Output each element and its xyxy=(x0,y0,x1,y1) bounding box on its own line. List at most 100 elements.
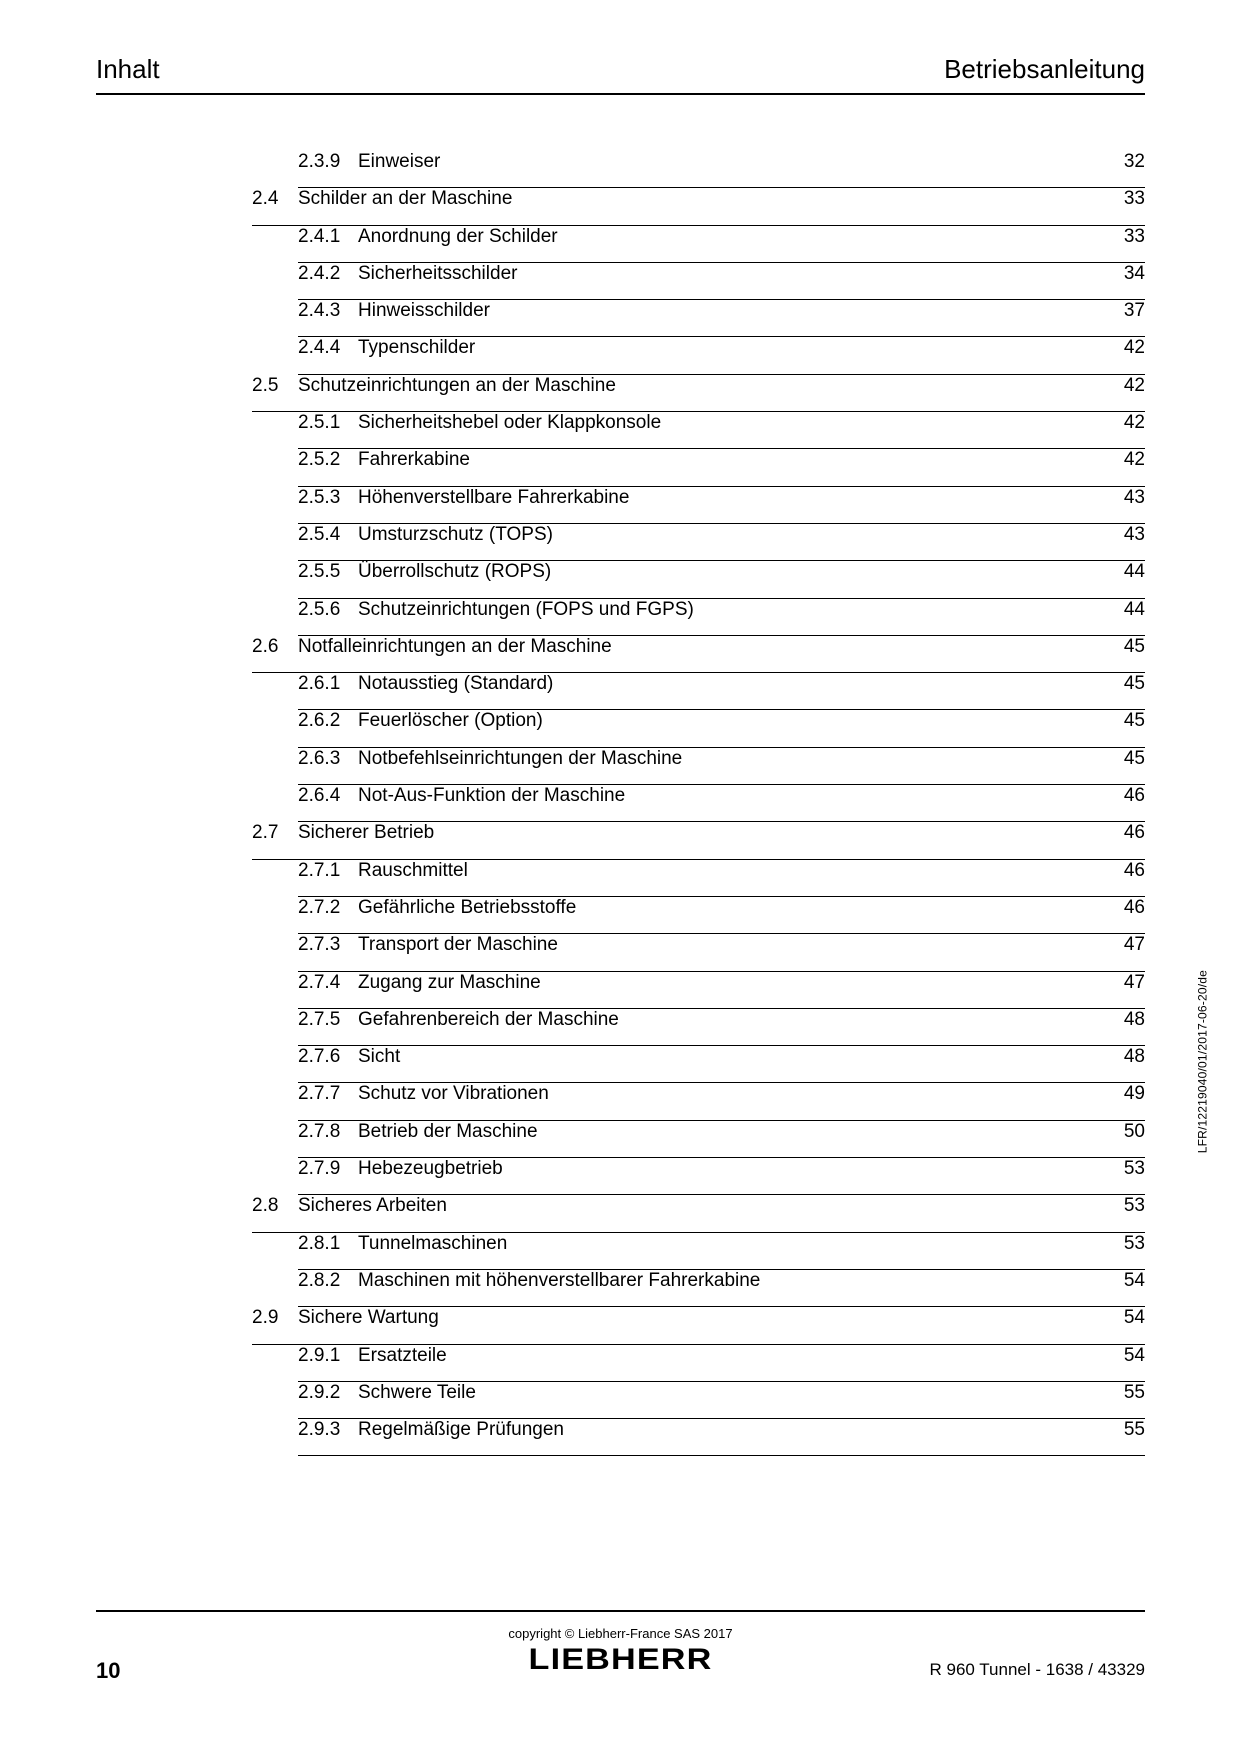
toc-page: 42 xyxy=(1105,337,1145,359)
toc-page: 37 xyxy=(1105,300,1145,322)
toc-row: 2.4.1Anordnung der Schilder33 xyxy=(252,226,1145,263)
toc-title: Ersatzteile xyxy=(358,1345,1105,1367)
toc-row: 2.4.3Hinweisschilder37 xyxy=(252,300,1145,337)
toc-subsection-number: 2.5.1 xyxy=(298,412,358,434)
toc-page: 47 xyxy=(1105,972,1145,994)
toc-section-number: 2.7 xyxy=(252,822,298,844)
toc-row: 2.6.2Feuerlöscher (Option)45 xyxy=(252,710,1145,747)
toc-row: 2.7.3Transport der Maschine47 xyxy=(252,934,1145,971)
toc-title: Gefahrenbereich der Maschine xyxy=(358,1009,1105,1031)
toc-title: Rauschmittel xyxy=(358,860,1105,882)
toc-page: 55 xyxy=(1105,1382,1145,1404)
toc-title: Feuerlöscher (Option) xyxy=(358,710,1105,732)
toc-page: 48 xyxy=(1105,1009,1145,1031)
toc-row: 2.5.5Überrollschutz (ROPS)44 xyxy=(252,561,1145,598)
toc-title: Sicherheitshebel oder Klappkonsole xyxy=(358,412,1105,434)
toc-section-number: 2.5 xyxy=(252,375,298,397)
toc-page: 42 xyxy=(1105,412,1145,434)
toc-title: Sichere Wartung xyxy=(298,1307,1105,1329)
toc-subsection-number: 2.7.6 xyxy=(298,1046,358,1068)
toc-page: 45 xyxy=(1105,636,1145,658)
toc-row: 2.4.2Sicherheitsschilder34 xyxy=(252,263,1145,300)
toc-subsection-number: 2.6.2 xyxy=(298,710,358,732)
toc-subsection-number: 2.7.9 xyxy=(298,1158,358,1180)
toc-page: 46 xyxy=(1105,897,1145,919)
toc-row: 2.5.6Schutzeinrichtungen (FOPS und FGPS)… xyxy=(252,599,1145,636)
toc-page: 54 xyxy=(1105,1345,1145,1367)
toc-row: 2.6.3Notbefehlseinrichtungen der Maschin… xyxy=(252,748,1145,785)
toc-row: 2.6Notfalleinrichtungen an der Maschine4… xyxy=(252,636,1145,673)
toc-subsection-number: 2.6.3 xyxy=(298,748,358,770)
toc-title: Schutzeinrichtungen (FOPS und FGPS) xyxy=(358,599,1105,621)
toc-title: Notbefehlseinrichtungen der Maschine xyxy=(358,748,1105,770)
toc-subsection-number: 2.4.1 xyxy=(298,226,358,248)
footer-rule xyxy=(96,1610,1145,1612)
toc-section-number: 2.9 xyxy=(252,1307,298,1329)
toc-title: Notfalleinrichtungen an der Maschine xyxy=(298,636,1105,658)
toc-row: 2.7.5Gefahrenbereich der Maschine48 xyxy=(252,1009,1145,1046)
toc-page: 49 xyxy=(1105,1083,1145,1105)
toc-page: 33 xyxy=(1105,226,1145,248)
toc-title: Sicherheitsschilder xyxy=(358,263,1105,285)
toc-subsection-number: 2.7.5 xyxy=(298,1009,358,1031)
toc-page: 53 xyxy=(1105,1233,1145,1255)
toc-page: 43 xyxy=(1105,524,1145,546)
toc-title: Maschinen mit höhenverstellbarer Fahrerk… xyxy=(358,1270,1105,1292)
toc-subsection-number: 2.7.8 xyxy=(298,1121,358,1143)
toc-page: 32 xyxy=(1105,151,1145,173)
toc-title: Schwere Teile xyxy=(358,1382,1105,1404)
toc-row: 2.8Sicheres Arbeiten53 xyxy=(252,1195,1145,1232)
toc-title: Einweiser xyxy=(358,151,1105,173)
toc-title: Schutzeinrichtungen an der Maschine xyxy=(298,375,1105,397)
toc-page: 42 xyxy=(1105,375,1145,397)
toc-subsection-number: 2.5.2 xyxy=(298,449,358,471)
toc-title: Transport der Maschine xyxy=(358,934,1105,956)
toc-title: Sicheres Arbeiten xyxy=(298,1195,1105,1217)
toc-row: 2.7.2Gefährliche Betriebsstoffe46 xyxy=(252,897,1145,934)
toc-subsection-number: 2.8.2 xyxy=(298,1270,358,1292)
toc-page: 53 xyxy=(1105,1158,1145,1180)
toc-title: Not-Aus-Funktion der Maschine xyxy=(358,785,1105,807)
footer-page-number: 10 xyxy=(96,1658,120,1684)
toc-page: 46 xyxy=(1105,785,1145,807)
toc-page: 47 xyxy=(1105,934,1145,956)
toc-row: 2.9Sichere Wartung54 xyxy=(252,1307,1145,1344)
toc-title: Anordnung der Schilder xyxy=(358,226,1105,248)
toc-page: 42 xyxy=(1105,449,1145,471)
toc-subsection-number: 2.8.1 xyxy=(298,1233,358,1255)
toc-subsection-number: 2.5.5 xyxy=(298,561,358,583)
toc-row: 2.7.1Rauschmittel46 xyxy=(252,860,1145,897)
toc-section-number: 2.6 xyxy=(252,636,298,658)
toc-title: Zugang zur Maschine xyxy=(358,972,1105,994)
toc-row: 2.7.9Hebezeugbetrieb53 xyxy=(252,1158,1145,1195)
page-header: Inhalt Betriebsanleitung xyxy=(96,54,1145,95)
toc-page: 44 xyxy=(1105,599,1145,621)
toc-subsection-number: 2.9.3 xyxy=(298,1419,358,1441)
toc-row: 2.8.2Maschinen mit höhenverstellbarer Fa… xyxy=(252,1270,1145,1307)
toc-row: 2.7.6Sicht48 xyxy=(252,1046,1145,1083)
toc-page: 53 xyxy=(1105,1195,1145,1217)
toc-page: 43 xyxy=(1105,487,1145,509)
toc-page: 46 xyxy=(1105,860,1145,882)
toc-subsection-number: 2.7.2 xyxy=(298,897,358,919)
toc-title: Hinweisschilder xyxy=(358,300,1105,322)
toc-subsection-number: 2.4.2 xyxy=(298,263,358,285)
header-right: Betriebsanleitung xyxy=(944,54,1145,85)
header-left: Inhalt xyxy=(96,54,160,85)
toc-title: Überrollschutz (ROPS) xyxy=(358,561,1105,583)
toc-title: Notausstieg (Standard) xyxy=(358,673,1105,695)
toc-page: 34 xyxy=(1105,263,1145,285)
toc-row: 2.7.8Betrieb der Maschine50 xyxy=(252,1121,1145,1158)
toc-row: 2.7.7Schutz vor Vibrationen49 xyxy=(252,1083,1145,1120)
toc-row: 2.9.1Ersatzteile54 xyxy=(252,1345,1145,1382)
toc-subsection-number: 2.7.1 xyxy=(298,860,358,882)
toc-title: Gefährliche Betriebsstoffe xyxy=(358,897,1105,919)
toc-title: Sicherer Betrieb xyxy=(298,822,1105,844)
toc-row: 2.9.3Regelmäßige Prüfungen55 xyxy=(252,1419,1145,1456)
toc-page: 54 xyxy=(1105,1307,1145,1329)
toc-title: Umsturzschutz (TOPS) xyxy=(358,524,1105,546)
toc-title: Schutz vor Vibrationen xyxy=(358,1083,1105,1105)
toc-page: 50 xyxy=(1105,1121,1145,1143)
toc-section-number: 2.4 xyxy=(252,188,298,210)
toc-subsection-number: 2.5.3 xyxy=(298,487,358,509)
